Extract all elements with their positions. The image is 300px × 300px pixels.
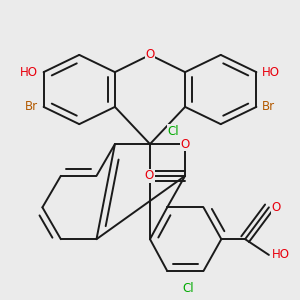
Text: O: O: [272, 201, 281, 214]
Text: HO: HO: [272, 248, 290, 261]
Text: O: O: [146, 48, 154, 62]
Text: O: O: [180, 138, 190, 151]
Text: HO: HO: [20, 66, 38, 79]
Text: O: O: [145, 169, 154, 182]
Text: Br: Br: [262, 100, 275, 113]
Text: Cl: Cl: [183, 282, 194, 295]
Text: Cl: Cl: [168, 125, 179, 138]
Text: Br: Br: [25, 100, 38, 113]
Text: HO: HO: [262, 66, 280, 79]
